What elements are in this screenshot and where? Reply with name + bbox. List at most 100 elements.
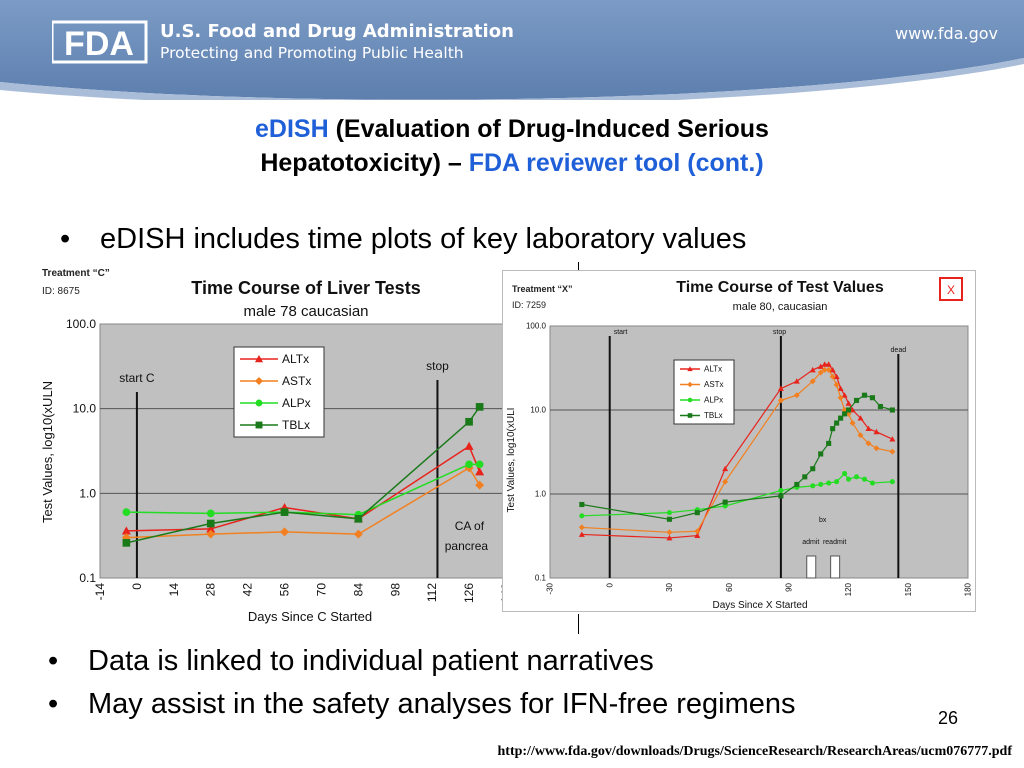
- fda-logo: FDA: [52, 20, 148, 64]
- chart1-y-tick-label: 1.0: [535, 490, 547, 499]
- chart1-point-altx: [722, 465, 729, 472]
- chart0-y-tick-label: 100.0: [66, 317, 96, 331]
- chart1-point-altx: [777, 385, 784, 391]
- chart1-event-box: [830, 555, 841, 579]
- chart0-point-astx: [121, 533, 131, 543]
- chart0-point-altx: [475, 467, 485, 476]
- chart-liver-tests: Treatment “C” ID: 8675 Time Course of Li…: [38, 262, 513, 634]
- chart0-x-tick-label: 98: [388, 583, 402, 597]
- banner-background: [0, 0, 1024, 107]
- chart1-point-tblx: [802, 474, 808, 480]
- chart1-plot-area: [549, 325, 969, 579]
- chart1-point-alpx: [846, 476, 852, 482]
- close-button[interactable]: X: [939, 277, 963, 301]
- chart0-point-altx: [121, 526, 131, 535]
- chart1-point-alpx: [834, 479, 840, 485]
- title-acronym: eDISH: [255, 115, 329, 143]
- chart1-legend-label: TBLx: [704, 411, 723, 420]
- chart-test-values-svg: Treatment “X” ID: 7259 Time Course of Te…: [502, 270, 976, 612]
- chart0-annotation: pancrea: [445, 539, 489, 553]
- chart1-legend-label: ALTx: [704, 365, 722, 374]
- site-url[interactable]: www.fda.gov: [895, 24, 998, 43]
- chart1-point-tblx: [666, 516, 672, 522]
- chart1-point-astx: [722, 478, 729, 485]
- chart1-legend-label: ASTx: [704, 380, 724, 389]
- chart1-point-altx: [829, 366, 836, 373]
- chart1-series-line-astx: [581, 369, 893, 533]
- chart0-subtitle: male 78 caucasian: [243, 303, 368, 320]
- chart1-point-alpx: [889, 479, 895, 485]
- title-part-3: Hepatotoxicity) –: [260, 149, 469, 177]
- chart0-ylabel: Test Values, log10(xULN: [40, 381, 55, 523]
- chart1-x-tick-label: 0: [605, 582, 614, 587]
- chart1-point-tblx: [889, 407, 895, 413]
- chart1-point-tblx: [846, 407, 852, 413]
- chart0-y-tick-label: 1.0: [79, 486, 96, 500]
- chart1-point-astx: [809, 378, 816, 385]
- chart1-point-altx: [809, 366, 816, 373]
- chart0-point-alpx: [206, 509, 215, 518]
- chart0-point-tblx: [465, 417, 473, 426]
- chart1-point-astx: [849, 420, 856, 427]
- chart0-series-line-astx: [126, 466, 481, 539]
- chart0-x-tick-label: 70: [314, 583, 328, 597]
- chart0-point-tblx: [475, 403, 484, 411]
- chart1-point-alpx: [853, 474, 860, 480]
- chart1-annotation: stop: [773, 329, 786, 336]
- chart1-point-altx: [578, 531, 585, 537]
- chart1-point-tblx: [830, 426, 836, 432]
- chart0-x-tick-label: 28: [204, 583, 218, 597]
- chart0-annotation: CA of: [455, 519, 485, 533]
- chart1-point-altx: [857, 415, 864, 421]
- chart0-x-tick-label: 14: [167, 583, 181, 597]
- chart1-point-alpx: [810, 483, 816, 489]
- chart1-point-tblx: [838, 415, 844, 421]
- chart0-x-tick-label: 112: [425, 583, 439, 602]
- chart0-legend: [233, 346, 325, 438]
- chart1-point-tblx: [842, 411, 848, 417]
- agency-name: U.S. Food and Drug Administration: [160, 21, 514, 42]
- chart0-point-altx: [206, 524, 216, 533]
- chart0-point-tblx: [280, 508, 289, 516]
- chart1-id-label: ID: 7259: [512, 300, 546, 310]
- chart1-annotation: dead: [891, 347, 907, 354]
- bullet-item-1: • eDISH includes time plots of key labora…: [60, 223, 746, 256]
- chart1-point-tblx: [861, 392, 868, 398]
- chart1-point-astx: [829, 373, 836, 380]
- chart1-annotation: readmit: [823, 539, 846, 546]
- bullet-glyph: •: [48, 688, 59, 720]
- chart1-point-tblx: [694, 510, 700, 516]
- chart0-legend-marker: [254, 354, 264, 363]
- chart1-x-tick-label: 150: [904, 582, 913, 596]
- fda-logo-text: FDA: [64, 25, 134, 63]
- chart1-point-altx: [821, 361, 828, 367]
- chart1-point-altx: [889, 436, 896, 442]
- chart0-legend-label: ALPx: [282, 396, 311, 410]
- chart1-point-astx: [578, 524, 585, 531]
- chart0-x-tick-label: 42: [241, 583, 255, 597]
- bullet-item-2: • Data is linked to individual patient na…: [48, 645, 654, 678]
- chart1-point-altx: [694, 532, 701, 538]
- chart1-point-altx: [865, 425, 872, 432]
- chart0-point-astx: [280, 527, 290, 537]
- chart0-xlabel: Days Since C Started: [248, 609, 372, 624]
- chart1-y-tick-label: 0.1: [535, 574, 547, 583]
- chart1-xlabel: Days Since X Started: [712, 600, 807, 611]
- chart1-point-alpx: [861, 476, 868, 482]
- chart-liver-tests-svg: Treatment “C” ID: 8675 Time Course of Li…: [40, 268, 513, 624]
- chart0-y-tick-label: 10.0: [73, 402, 97, 416]
- chart1-point-alpx: [722, 503, 728, 509]
- chart1-x-tick-label: 60: [725, 582, 734, 591]
- chart0-point-alpx: [475, 460, 484, 469]
- chart1-x-tick-label: 90: [785, 582, 794, 591]
- chart0-plot: 0.11.010.0100.0-140142842567084981121261…: [66, 317, 513, 603]
- chart1-point-astx: [857, 432, 864, 439]
- bullet-glyph: •: [60, 223, 71, 255]
- chart1-point-tblx: [579, 501, 585, 508]
- chart1-point-altx: [793, 378, 800, 384]
- chart1-point-alpx: [826, 480, 832, 486]
- chart1-point-altx: [841, 392, 848, 398]
- source-url[interactable]: http://www.fda.gov/downloads/Drugs/Scien…: [497, 744, 1013, 759]
- chart0-legend-marker: [255, 399, 263, 407]
- chart1-point-astx: [817, 369, 824, 376]
